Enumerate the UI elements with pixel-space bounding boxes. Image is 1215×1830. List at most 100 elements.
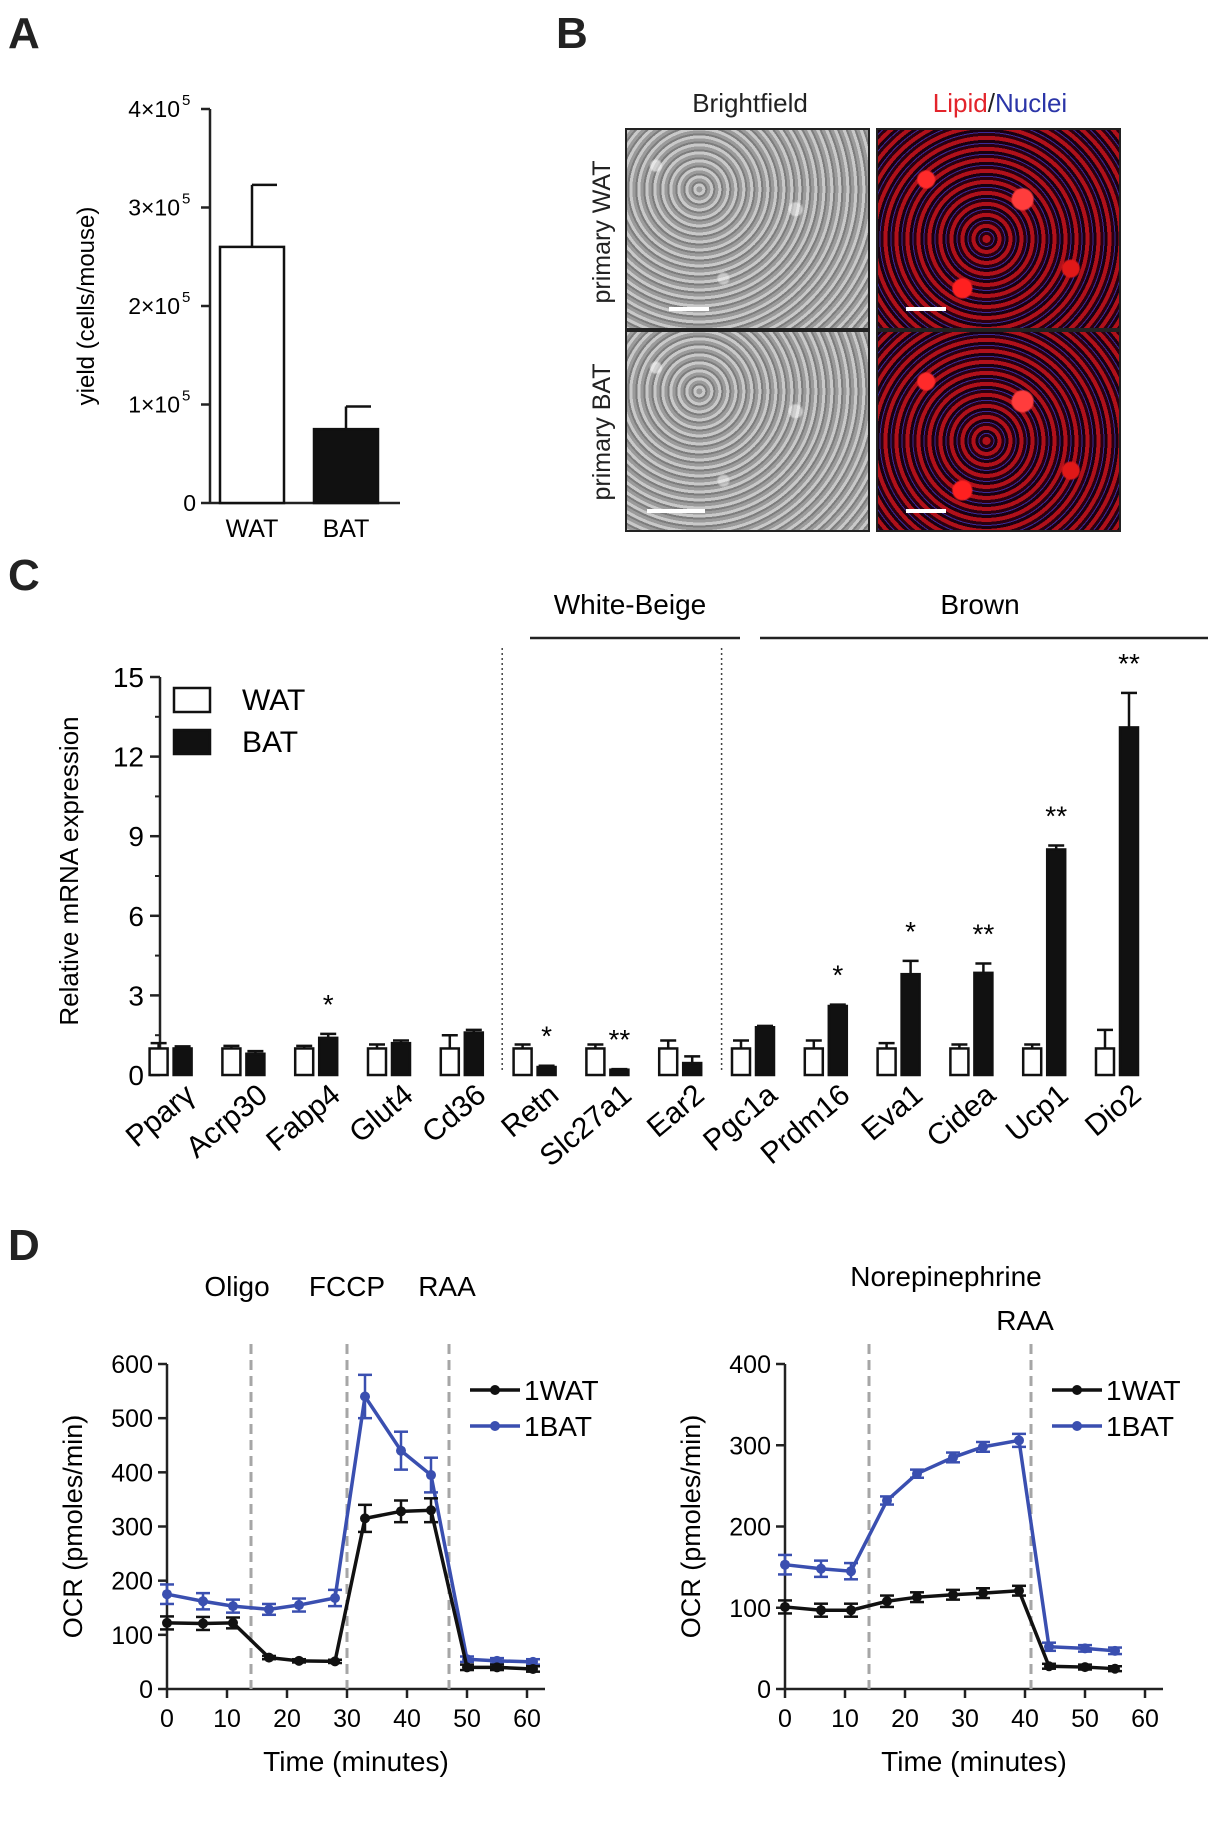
x-tick-label: 30 (951, 1705, 979, 1733)
micrograph-wat-lipid-nuclei (876, 128, 1121, 330)
y-tick-label: 1×10 (128, 392, 180, 418)
data-point-1wat (228, 1617, 238, 1628)
data-point-1wat (1110, 1663, 1120, 1674)
x-tick-label: 20 (273, 1705, 301, 1733)
data-point-1wat (1080, 1662, 1090, 1673)
y-tick-label: 3×10 (128, 195, 180, 221)
y-tick-label: 500 (111, 1405, 153, 1433)
panel-label-d: D (8, 1221, 40, 1270)
x-tick-label: 60 (513, 1705, 541, 1733)
data-point-1wat (330, 1656, 340, 1667)
y-tick-label: 600 (111, 1351, 153, 1379)
data-point-1wat (1044, 1661, 1054, 1672)
x-tick-label: 0 (778, 1705, 792, 1733)
panel-label-c: C (8, 551, 40, 600)
injection-label: Norepinephrine (850, 1261, 1041, 1292)
data-point-1wat (846, 1605, 856, 1616)
micrograph-wat-brightfield (625, 128, 870, 330)
data-point-1bat (1044, 1641, 1054, 1652)
panel-d-left-ocr-chart: 0 100 200 300 400 500 600 0 10 20 30 40 50 60 Time (mi… (58, 1271, 599, 1777)
y-tick-label: 15 (113, 662, 144, 693)
panel-b-labels: Brightfield Lipid/Nuclei primary WAT pri… (588, 88, 1067, 501)
gene-label: Glut4 (343, 1078, 419, 1149)
bar-wat (366, 1047, 388, 1077)
bar-wat (876, 1047, 897, 1077)
data-point-1wat (912, 1592, 922, 1603)
scale-bar (647, 509, 705, 513)
row-label-wat: primary WAT (588, 160, 616, 303)
significance-marker: ** (1045, 800, 1067, 831)
legend-marker (1072, 1421, 1082, 1431)
gene-label: Cidea (921, 1078, 1002, 1154)
bar-bat (463, 1031, 485, 1077)
gene-label: Acrp30 (180, 1078, 274, 1164)
legend-swatch-bat (172, 728, 212, 756)
y-tick-label: 300 (111, 1514, 153, 1542)
x-axis-label: Time (minutes) (263, 1746, 449, 1777)
panel-c-mrna-chart: 0 3 6 9 12 15 Relative mRNA expression WAT BAT Wh… (54, 589, 1208, 1173)
bar-wat (1021, 1047, 1043, 1077)
bar-wat (949, 1047, 970, 1077)
bar-wat (439, 1047, 461, 1077)
y-axis-label: OCR (pmoles/min) (58, 1415, 88, 1639)
significance-marker: ** (973, 919, 995, 950)
significance-marker: * (323, 989, 334, 1020)
bar-bat (1045, 848, 1067, 1077)
data-point-1wat (882, 1596, 892, 1607)
data-point-1wat (948, 1589, 958, 1600)
gene-label: Cd36 (416, 1078, 492, 1149)
data-point-1wat (978, 1588, 988, 1599)
x-tick-label: 50 (1071, 1705, 1099, 1733)
y-tick-label: 0 (139, 1676, 153, 1704)
legend-label-bat: BAT (242, 726, 298, 759)
bar-bat (312, 427, 380, 505)
data-point-1bat (978, 1441, 988, 1452)
data-point-1bat (882, 1495, 892, 1506)
bar-wat (657, 1047, 679, 1077)
scale-bar (906, 509, 946, 513)
y-tick-label: 12 (113, 742, 144, 773)
y-tick-label: 9 (128, 821, 144, 852)
data-point-1wat (264, 1652, 274, 1663)
x-axis-label: Time (minutes) (881, 1746, 1067, 1777)
col-label-lipid-nuclei: Lipid/Nuclei (933, 88, 1067, 118)
x-tick-label: 60 (1131, 1705, 1159, 1733)
col-label-brightfield: Brightfield (692, 88, 808, 118)
lipid-label: Lipid (933, 88, 988, 118)
micrograph-bat-brightfield (625, 330, 870, 532)
legend-marker (490, 1421, 500, 1431)
gene-label: Fabp4 (260, 1078, 346, 1158)
data-point-1bat (198, 1596, 208, 1607)
legend-label: 1WAT (1106, 1375, 1181, 1406)
scale-bar (669, 307, 709, 311)
y-tick-label: 100 (111, 1622, 153, 1650)
bar-bat (609, 1068, 630, 1077)
bar-wat (1094, 1047, 1116, 1077)
x-tick-label: 0 (160, 1705, 174, 1733)
legend-marker (490, 1385, 500, 1395)
y-tick-label: 400 (729, 1351, 771, 1379)
data-point-1wat (294, 1655, 304, 1666)
legend-label: 1BAT (524, 1411, 592, 1442)
bar-bat (973, 971, 994, 1077)
y-tick-label: 300 (729, 1432, 771, 1460)
y-tick-label: 0 (757, 1676, 771, 1704)
data-point-1bat (396, 1445, 406, 1456)
legend-marker (1072, 1385, 1082, 1395)
data-point-1wat (816, 1605, 826, 1616)
y-tick-label: 6 (128, 901, 144, 932)
injection-label: FCCP (309, 1271, 385, 1302)
injection-label: RAA (418, 1271, 476, 1302)
y-tick-label: 200 (729, 1514, 771, 1542)
x-tick-label: 10 (213, 1705, 241, 1733)
y-tick-exponent: 5 (182, 289, 190, 306)
bar-wat (512, 1047, 533, 1077)
x-tick-label: BAT (323, 515, 370, 543)
micrograph-bat-lipid-nuclei (876, 330, 1121, 532)
y-tick-label: 3 (128, 980, 144, 1011)
x-tick-label: 30 (333, 1705, 361, 1733)
y-axis-label: yield (cells/mouse) (73, 207, 100, 406)
bar-wat (218, 245, 286, 505)
data-point-1wat (426, 1505, 436, 1516)
